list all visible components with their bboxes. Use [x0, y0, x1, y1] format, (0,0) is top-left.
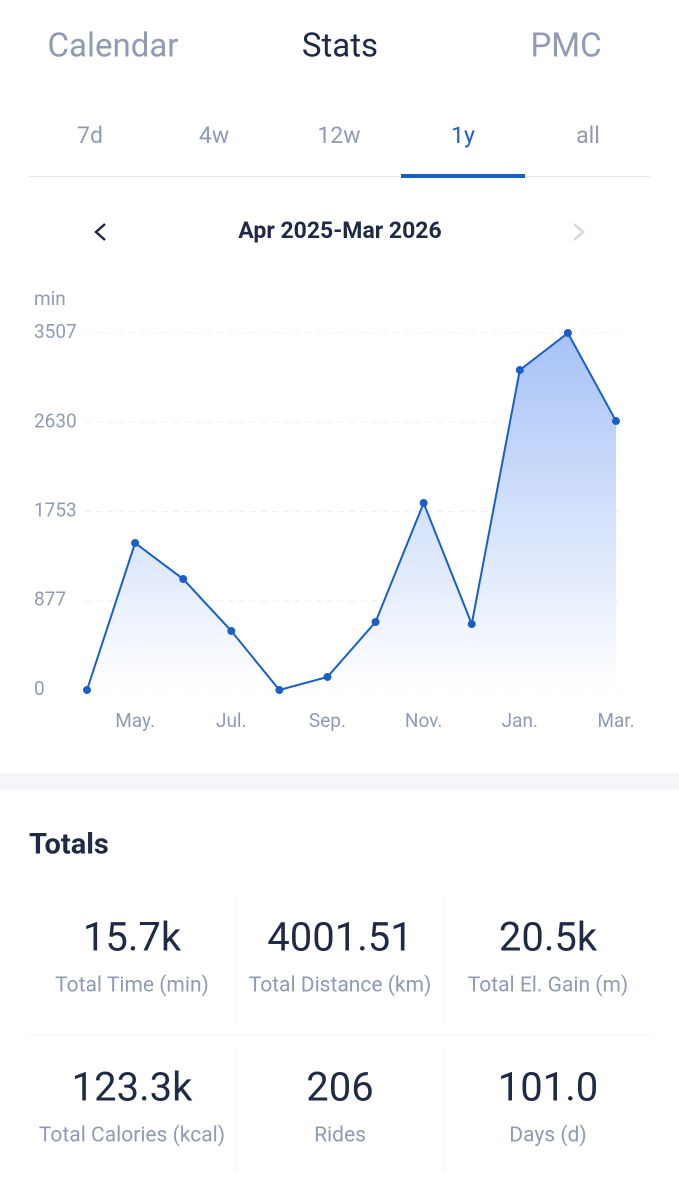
- total-label: Total Calories (kcal): [39, 1124, 225, 1148]
- range-tab[interactable]: 12w: [317, 122, 360, 149]
- total-value: 15.7k: [83, 914, 182, 961]
- total-value: 206: [306, 1064, 373, 1111]
- x-tick-label: Mar.: [597, 709, 634, 732]
- total-value: 101.0: [498, 1064, 598, 1111]
- divider: [29, 176, 650, 177]
- tab-active[interactable]: Stats: [302, 27, 378, 66]
- range-tab[interactable]: 7d: [77, 122, 103, 149]
- tab-underline: [401, 174, 525, 178]
- section-gap: [0, 773, 679, 790]
- range-tab-active[interactable]: 1y: [451, 122, 475, 149]
- x-tick-label: Jan.: [502, 709, 538, 732]
- range-tab[interactable]: all: [576, 122, 600, 149]
- point: [275, 686, 284, 694]
- period-title: Apr 2025-Mar 2026: [238, 217, 441, 244]
- point: [371, 618, 380, 626]
- total-value: 20.5k: [499, 914, 598, 961]
- total-label: Total El. Gain (m): [468, 974, 628, 998]
- point: [563, 329, 572, 337]
- section-title: Totals: [29, 828, 109, 862]
- total-value: 4001.51: [267, 914, 412, 961]
- x-tick-label: May.: [115, 709, 155, 732]
- y-tick-label: 877: [34, 588, 66, 611]
- point: [83, 686, 91, 694]
- y-tick-label: 2630: [34, 409, 77, 432]
- chart: 0 877 1753 2630 3507 May. Jul. Sep. Nov. Jan. Mar.: [34, 320, 635, 732]
- point: [467, 620, 476, 629]
- tab[interactable]: PMC: [530, 27, 601, 66]
- point: [131, 539, 140, 548]
- y-axis-label: min: [34, 287, 66, 310]
- total-label: Total Time (min): [55, 974, 209, 998]
- next-button[interactable]: [573, 223, 585, 241]
- y-tick-label: 0: [34, 677, 45, 700]
- prev-button[interactable]: [94, 223, 106, 241]
- point: [515, 366, 524, 375]
- y-tick-label: 1753: [34, 499, 77, 522]
- total-label: Total Distance (km): [249, 974, 432, 998]
- line: [86, 331, 617, 692]
- point: [612, 417, 620, 426]
- tab[interactable]: Calendar: [48, 27, 179, 66]
- total-label: Rides: [314, 1124, 366, 1148]
- point: [227, 626, 236, 635]
- point: [179, 575, 188, 584]
- x-tick-label: Sep.: [309, 709, 346, 732]
- y-tick-label: 3507: [34, 320, 77, 343]
- area: [87, 333, 616, 690]
- range-tab[interactable]: 4w: [199, 122, 229, 149]
- totals: 15.7k Total Time (min) 4001.51 Total Distan…: [29, 898, 650, 1172]
- point: [419, 499, 428, 507]
- total-label: Days (d): [509, 1124, 586, 1148]
- total-value: 123.3k: [72, 1064, 193, 1111]
- x-tick-label: Nov.: [405, 709, 442, 732]
- x-tick-label: Jul.: [216, 709, 247, 732]
- point: [323, 672, 332, 681]
